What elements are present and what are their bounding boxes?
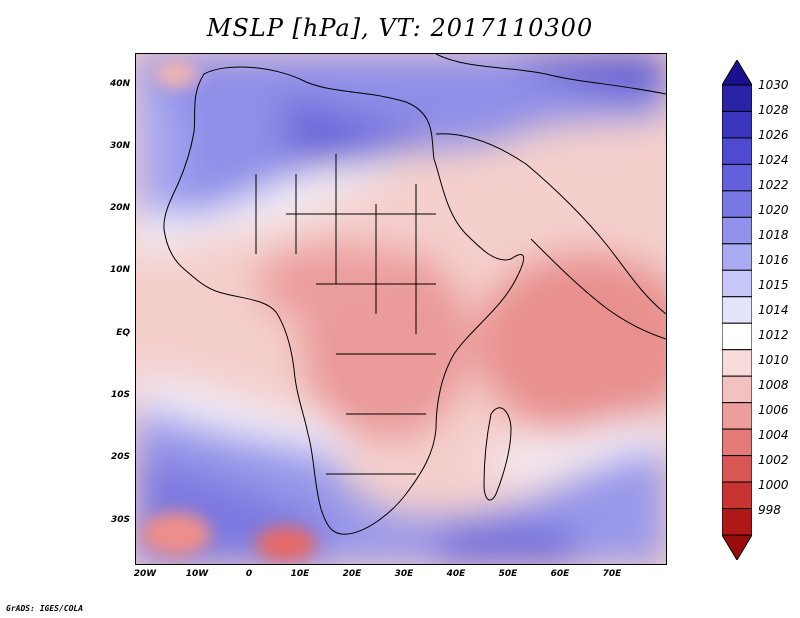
- colorbar-cell: [722, 481, 752, 510]
- colorbar-cell: [722, 163, 752, 192]
- colorbar-cell: [722, 269, 752, 298]
- colorbar-label: 1030: [758, 78, 789, 92]
- credit-text: GrADS: IGES/COLA: [6, 604, 84, 613]
- colorbar-label: 1006: [758, 403, 789, 417]
- colorbar-cell: [722, 243, 752, 271]
- colorbar-label: 998: [758, 503, 781, 517]
- colorbar-cell: [722, 322, 752, 351]
- colorbar-cell: [722, 508, 752, 536]
- lon-label-70e: 70E: [602, 569, 622, 579]
- lon-label-40e: 40E: [446, 569, 466, 579]
- lat-label-10n: 10N: [109, 265, 130, 275]
- map-title: MSLP [hPa], VT: 2017110300: [206, 14, 594, 42]
- colorbar-cell: [722, 216, 752, 245]
- lon-label-50e: 50E: [498, 569, 518, 579]
- colorbar-label: 1010: [758, 353, 789, 367]
- colorbar-label: 1000: [758, 478, 789, 492]
- colorbar-label: 1016: [758, 253, 789, 267]
- colorbar-label: 1015: [758, 278, 789, 292]
- colorbar-cell: [722, 84, 752, 112]
- lat-label-10s: 10S: [110, 390, 130, 400]
- lat-label-eq: EQ: [116, 328, 130, 338]
- lon-label-20w: 20W: [133, 569, 157, 579]
- colorbar-label: 1028: [758, 103, 789, 117]
- colorbar: [722, 60, 752, 560]
- lat-label-40n: 40N: [109, 79, 130, 89]
- colorbar-cell: [722, 349, 752, 377]
- lon-label-10w: 10W: [185, 569, 209, 579]
- coastlines: [163, 54, 666, 535]
- colorbar-label: 1020: [758, 203, 789, 217]
- lat-label-30n: 30N: [109, 141, 130, 151]
- lon-label-20e: 20E: [342, 569, 362, 579]
- colorbar-label: 1026: [758, 128, 789, 142]
- colorbar-label: 1012: [758, 328, 789, 342]
- colorbar-cell: [722, 402, 752, 430]
- colorbar-label: 1002: [758, 453, 789, 467]
- lon-label-60e: 60E: [550, 569, 570, 579]
- colorbar-label: 1004: [758, 428, 789, 442]
- colorbar-cell: [722, 137, 752, 165]
- pressure-map: [135, 53, 667, 565]
- colorbar-cell: [722, 428, 752, 457]
- colorbar-label: 1024: [758, 153, 789, 167]
- lat-label-20n: 20N: [109, 203, 130, 213]
- colorbar-arrow-bottom: [722, 534, 752, 560]
- lat-label-20s: 20S: [110, 452, 130, 462]
- colorbar-cell: [722, 455, 752, 483]
- colorbar-cell: [722, 296, 752, 324]
- colorbar-label: 1022: [758, 178, 789, 192]
- colorbar-arrow-top: [722, 60, 752, 86]
- colorbar-cell: [722, 190, 752, 218]
- lon-label-30e: 30E: [394, 569, 414, 579]
- lat-label-30s: 30S: [110, 515, 130, 525]
- lon-label-10e: 10E: [290, 569, 310, 579]
- pressure-field: [136, 54, 666, 564]
- colorbar-label: 1014: [758, 303, 789, 317]
- colorbar-label: 1018: [758, 228, 789, 242]
- colorbar-label: 1008: [758, 378, 789, 392]
- colorbar-cell: [722, 375, 752, 404]
- colorbar-cell: [722, 110, 752, 139]
- lon-label-0: 0: [245, 569, 253, 579]
